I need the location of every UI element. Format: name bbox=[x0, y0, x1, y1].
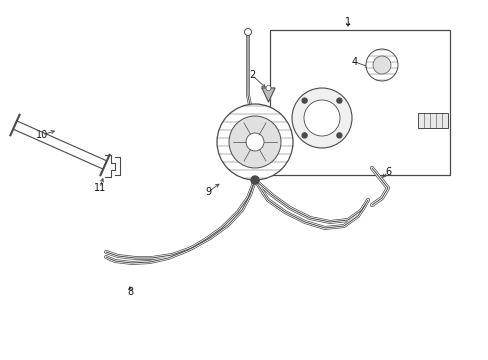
Circle shape bbox=[365, 49, 397, 81]
Bar bbox=[269, 30, 449, 175]
Circle shape bbox=[302, 133, 306, 138]
Circle shape bbox=[245, 133, 264, 151]
Text: 4: 4 bbox=[351, 57, 357, 67]
Text: 11: 11 bbox=[94, 183, 106, 193]
Circle shape bbox=[250, 176, 259, 184]
Circle shape bbox=[336, 133, 341, 138]
Text: 9: 9 bbox=[204, 187, 211, 197]
Text: 3: 3 bbox=[438, 113, 444, 123]
Text: 6: 6 bbox=[384, 167, 390, 177]
Circle shape bbox=[372, 56, 390, 74]
Circle shape bbox=[244, 28, 251, 36]
Circle shape bbox=[265, 85, 270, 90]
Text: 1: 1 bbox=[344, 17, 350, 27]
Text: 8: 8 bbox=[127, 287, 133, 297]
Text: 2: 2 bbox=[248, 70, 255, 80]
Circle shape bbox=[217, 104, 292, 180]
Text: 7: 7 bbox=[219, 127, 224, 137]
Text: 10: 10 bbox=[36, 130, 48, 140]
Bar bbox=[417, 113, 447, 128]
Polygon shape bbox=[13, 121, 106, 169]
Text: 5: 5 bbox=[268, 167, 275, 177]
Circle shape bbox=[304, 100, 339, 136]
Circle shape bbox=[291, 88, 351, 148]
Polygon shape bbox=[262, 88, 274, 102]
Circle shape bbox=[228, 116, 281, 168]
Circle shape bbox=[336, 98, 341, 103]
Circle shape bbox=[302, 98, 306, 103]
